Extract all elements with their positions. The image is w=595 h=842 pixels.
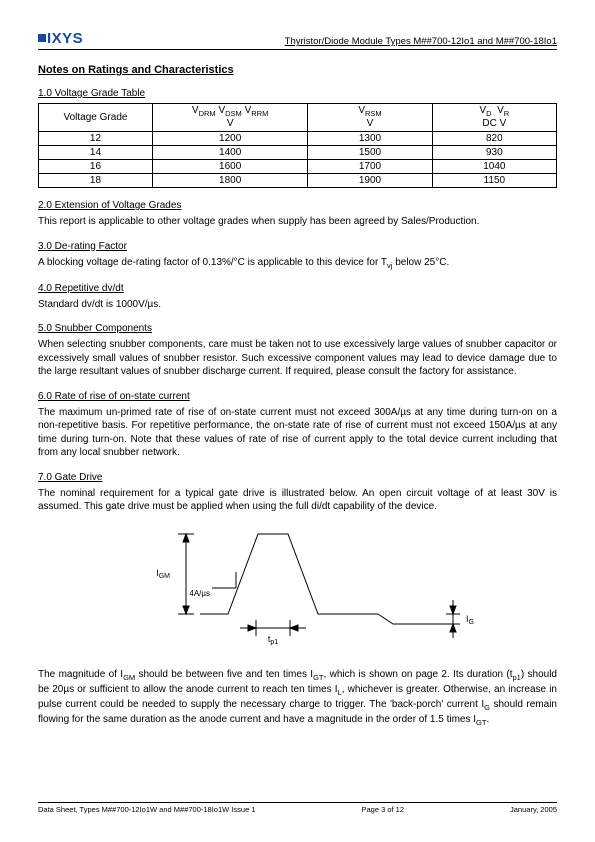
section-text-5: When selecting snubber components, care … [38, 338, 557, 379]
voltage-grade-table: Voltage Grade VDRM VDSM VRRMV VRSMV VD V… [38, 103, 557, 188]
table-header: Voltage Grade [39, 104, 153, 132]
section-title-2: 2.0 Extension of Voltage Grades [38, 200, 557, 211]
section-title-4: 4.0 Repetitive dv/dt [38, 283, 557, 294]
section-title-7: 7.0 Gate Drive [38, 472, 557, 483]
page-header: IXYS Thyristor/Diode Module Types M##700… [38, 30, 557, 50]
label-tp1: tp1 [267, 634, 277, 646]
section-title-1: 1.0 Voltage Grade Table [38, 88, 557, 99]
table-row: 16160017001040 [39, 160, 557, 174]
label-4aus: 4A/µs [189, 589, 210, 598]
section-text-2: This report is applicable to other volta… [38, 215, 557, 229]
table-header: VRSMV [308, 104, 432, 132]
section-title-6: 6.0 Rate of rise of on-state current [38, 391, 557, 402]
footer-right: January, 2005 [510, 805, 557, 814]
footer-left: Data Sheet, Types M##700-12Io1W and M##7… [38, 805, 256, 814]
table-header: VD VRDC V [432, 104, 556, 132]
section-text-7b: The magnitude of IGM should be between f… [38, 668, 557, 729]
table-row: 1414001500930 [39, 146, 557, 160]
logo: IXYS [38, 30, 83, 47]
footer-center: Page 3 of 12 [361, 805, 404, 814]
label-ig: IG [466, 614, 474, 626]
table-row: 18180019001150 [39, 174, 557, 188]
gate-drive-diagram: IGM 4A/µs tp1 IG [118, 524, 478, 654]
section-text-4: Standard dv/dt is 1000V/µs. [38, 298, 557, 312]
document-title: Thyristor/Diode Module Types M##700-12Io… [285, 36, 557, 47]
section-title-3: 3.0 De-rating Factor [38, 241, 557, 252]
page-footer: Data Sheet, Types M##700-12Io1W and M##7… [38, 802, 557, 814]
table-header: VDRM VDSM VRRMV [152, 104, 307, 132]
section-text-3: A blocking voltage de-rating factor of 0… [38, 256, 557, 271]
label-igm: IGM [156, 568, 170, 580]
logo-square-icon [38, 34, 46, 42]
section-text-6: The maximum un-primed rate of rise of on… [38, 406, 557, 460]
page-title: Notes on Ratings and Characteristics [38, 64, 557, 76]
table-row: 1212001300820 [39, 132, 557, 146]
section-title-5: 5.0 Snubber Components [38, 323, 557, 334]
logo-text: IXYS [47, 30, 83, 47]
section-text-7a: The nominal requirement for a typical ga… [38, 487, 557, 514]
